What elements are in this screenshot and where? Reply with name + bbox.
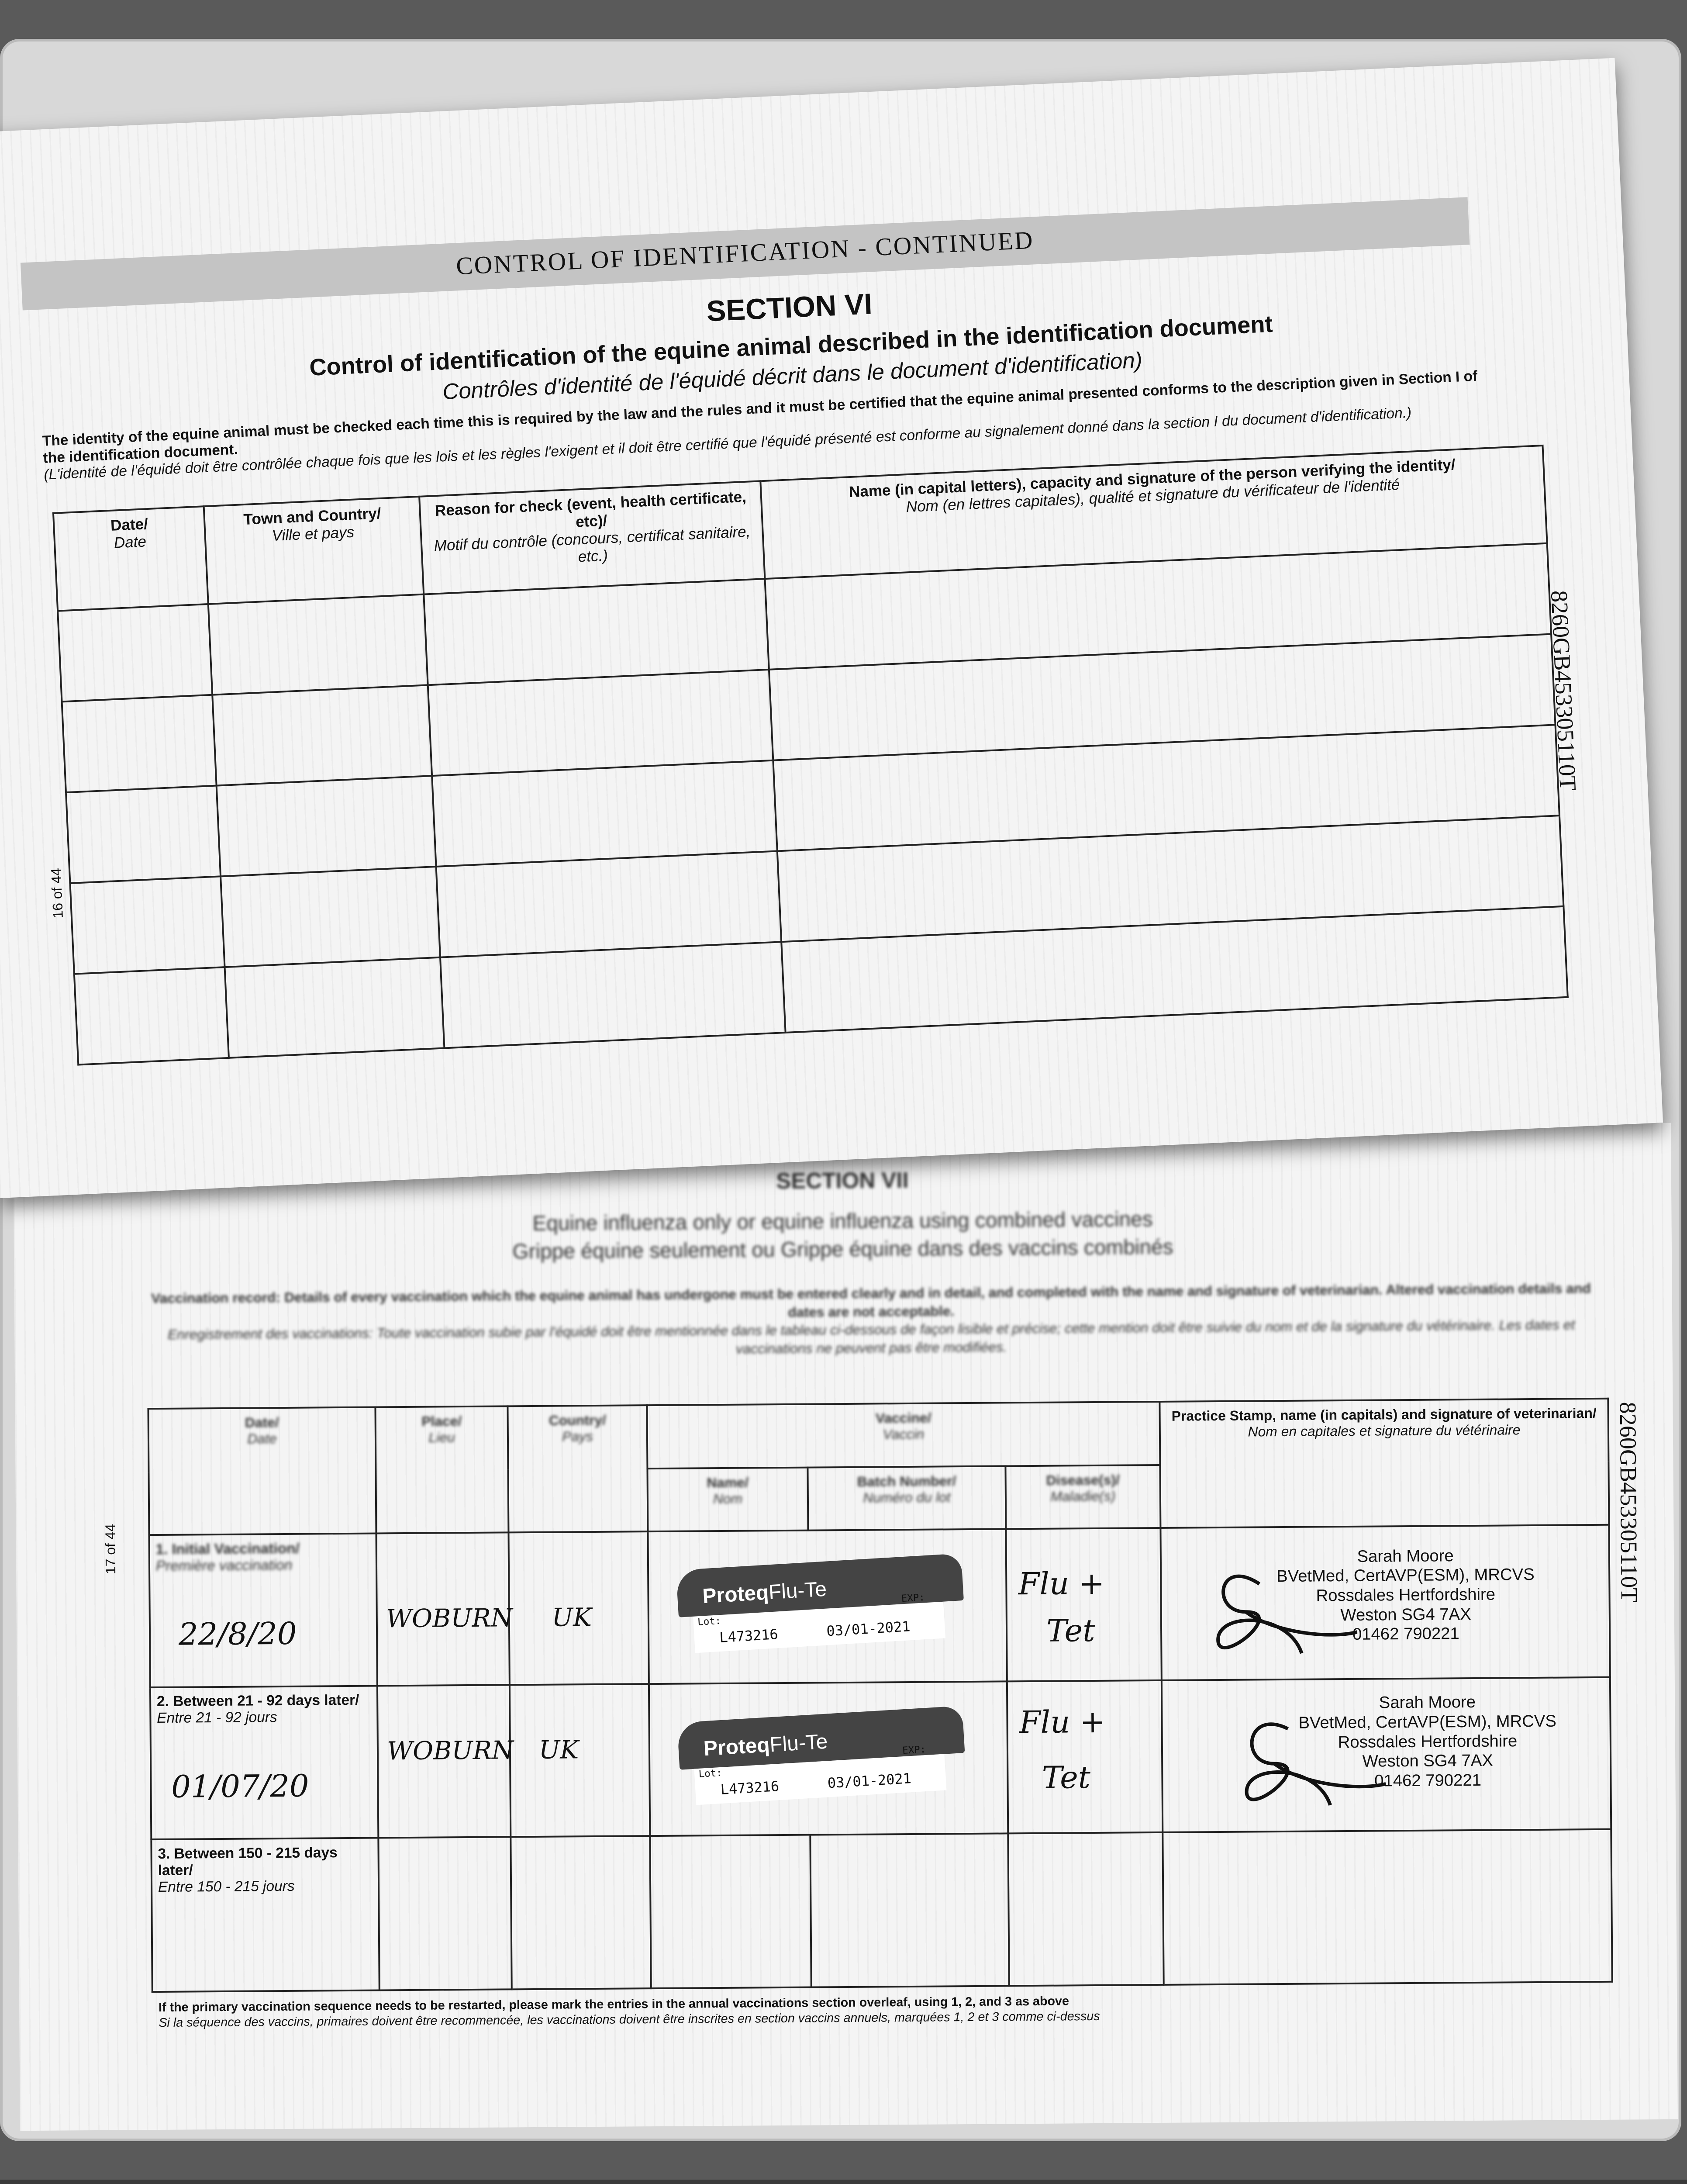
empty-cell[interactable] bbox=[62, 695, 217, 793]
vaccine-sticker: ProteqFlu-Te Lot: EXP: L473216 03/01-202… bbox=[676, 1553, 964, 1655]
sticker-brand: Proteq bbox=[702, 1581, 769, 1608]
handwritten-place: WOBURN bbox=[386, 1603, 513, 1633]
empty-cell[interactable] bbox=[208, 594, 428, 695]
empty-cell[interactable] bbox=[224, 957, 445, 1058]
header-vaccine: Vaccine/Vaccin bbox=[647, 1402, 1160, 1469]
sticker-product: Flu-Te bbox=[769, 1730, 828, 1756]
vet-signature-icon bbox=[1245, 1722, 1387, 1806]
empty-cell[interactable] bbox=[70, 876, 225, 974]
expiry-date: 03/01-2021 bbox=[826, 1617, 911, 1639]
expiry-date: 03/01-2021 bbox=[827, 1770, 912, 1792]
page-number: 16 of 44 bbox=[48, 867, 66, 919]
header-vaccine-name: Name/Nom bbox=[647, 1467, 808, 1532]
practice-stamp: Sarah Moore BVetMed, CertAVP(ESM), MRCVS R… bbox=[1276, 1546, 1535, 1644]
sticker-brand: Proteq bbox=[703, 1733, 771, 1760]
date-cell: 1. Initial Vaccination/Première vaccinat… bbox=[149, 1533, 378, 1687]
batch-number: L473216 bbox=[719, 1625, 779, 1646]
place-cell: WOBURN bbox=[377, 1684, 514, 1838]
handwritten-country: UK bbox=[552, 1602, 592, 1632]
footnote: If the primary vaccination sequence need… bbox=[159, 1994, 1100, 2030]
header-date: Date/Date bbox=[148, 1407, 376, 1535]
table-row: 2. Between 21 - 92 days later/Entre 21 -… bbox=[150, 1677, 1611, 1840]
empty-cell[interactable] bbox=[432, 760, 777, 867]
header-date: Date/Date bbox=[53, 506, 208, 611]
disease-cell: Flu + Tet bbox=[1006, 1527, 1162, 1681]
handwritten-country: UK bbox=[538, 1735, 579, 1765]
vaccine-sticker-cell: ProteqFlu-Te Lot: EXP: L473216 03/01-202… bbox=[649, 1681, 1008, 1836]
batch-number: L473216 bbox=[720, 1778, 780, 1798]
vaccination-table: Date/Date Place/Lieu Country/Pays Vaccin… bbox=[148, 1398, 1613, 1992]
empty-cell[interactable] bbox=[440, 942, 786, 1048]
header-stamp: Practice Stamp, name (in capitals) and s… bbox=[1159, 1399, 1609, 1528]
vaccine-sticker-cell: ProteqFlu-Te Lot: EXP: L473216 03/01-202… bbox=[648, 1529, 1007, 1684]
batch-cell bbox=[810, 1833, 1009, 1987]
empty-cell[interactable] bbox=[66, 785, 221, 883]
empty-cell[interactable] bbox=[216, 775, 436, 877]
country-cell: UK bbox=[508, 1531, 649, 1685]
empty-cell[interactable] bbox=[74, 967, 229, 1065]
header-town-country: Town and Country/Ville et pays bbox=[204, 497, 424, 604]
date-cell: 3. Between 150 - 215 days later/Entre 15… bbox=[151, 1838, 380, 1992]
vet-stamp-cell: Sarah Moore BVetMed, CertAVP(ESM), MRCVS R… bbox=[1160, 1524, 1611, 1680]
identification-check-table: Date/Date Town and Country/Ville et pays… bbox=[52, 445, 1568, 1066]
page-17: SECTION VII Equine influenza only or equ… bbox=[13, 1123, 1678, 2131]
empty-cell[interactable] bbox=[212, 685, 432, 786]
header-batch: Batch Number/Numéro du lot bbox=[807, 1466, 1006, 1531]
place-cell: WOBURN bbox=[376, 1532, 513, 1686]
empty-cell[interactable] bbox=[220, 866, 441, 968]
empty-cell[interactable] bbox=[428, 669, 773, 776]
empty-cell[interactable] bbox=[58, 604, 213, 702]
vet-stamp-cell bbox=[1163, 1829, 1613, 1985]
date-cell: 2. Between 21 - 92 days later/Entre 21 -… bbox=[150, 1685, 379, 1840]
sticker-product: Flu-Te bbox=[768, 1577, 828, 1604]
handwritten-date: 22/8/20 bbox=[178, 1615, 297, 1652]
vaccine-name-cell bbox=[650, 1835, 811, 1988]
handwritten-date: 01/07/20 bbox=[171, 1768, 309, 1805]
header-reason: Reason for check (event, health certific… bbox=[419, 481, 765, 594]
vet-stamp-cell: Sarah Moore BVetMed, CertAVP(ESM), MRCVS R… bbox=[1162, 1677, 1611, 1832]
practice-stamp: Sarah Moore BVetMed, CertAVP(ESM), MRCVS R… bbox=[1298, 1693, 1557, 1790]
vaccine-sticker: ProteqFlu-Te Lot: EXP: L473216 03/01-202… bbox=[677, 1705, 965, 1807]
country-cell: UK bbox=[510, 1683, 650, 1837]
vet-signature-icon bbox=[1216, 1574, 1358, 1654]
page-16: CONTROL OF IDENTIFICATION - CONTINUED SE… bbox=[0, 58, 1663, 1199]
disease-cell: Flu + Tet bbox=[1007, 1680, 1163, 1834]
table-row: 3. Between 150 - 215 days later/Entre 15… bbox=[151, 1829, 1613, 1992]
country-cell bbox=[511, 1836, 652, 1989]
empty-cell[interactable] bbox=[424, 578, 769, 685]
passport-id: 8260GB453305110T bbox=[1615, 1402, 1643, 1603]
disease-cell bbox=[1008, 1832, 1164, 1986]
table-row: 1. Initial Vaccination/Première vaccinat… bbox=[149, 1524, 1611, 1687]
header-disease: Disease(s)/Maladie(s) bbox=[1005, 1465, 1161, 1529]
place-cell bbox=[378, 1837, 512, 1990]
handwritten-place: WOBURN bbox=[387, 1735, 514, 1766]
vaccination-instructions: Vaccination record: Details of every vac… bbox=[147, 1279, 1596, 1362]
header-country: Country/Pays bbox=[507, 1405, 648, 1533]
empty-cell[interactable] bbox=[436, 851, 782, 957]
page-number: 17 of 44 bbox=[102, 1524, 119, 1575]
header-place: Place/Lieu bbox=[375, 1406, 509, 1534]
